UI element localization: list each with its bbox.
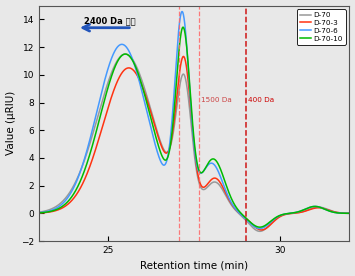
D-70-10 (37, 211, 41, 214)
D-70 (156, 133, 160, 136)
D-70 (308, 207, 312, 211)
D-70-10 (347, 212, 351, 215)
D-70 (72, 182, 77, 186)
D-70-3 (91, 156, 95, 159)
D-70-3 (260, 228, 264, 232)
X-axis label: Retention time (min): Retention time (min) (140, 261, 248, 270)
D-70 (91, 132, 95, 135)
Text: 400 Da: 400 Da (248, 97, 274, 103)
D-70-6 (169, 124, 174, 127)
D-70-3 (308, 208, 312, 211)
D-70-10 (342, 212, 346, 215)
D-70 (258, 230, 262, 233)
D-70-10 (308, 206, 312, 209)
Y-axis label: Value (μRIU): Value (μRIU) (6, 91, 16, 155)
D-70-6 (258, 227, 262, 230)
D-70 (123, 52, 127, 56)
Line: D-70-6: D-70-6 (39, 12, 349, 229)
D-70-10 (72, 191, 77, 194)
Text: 1500 Da: 1500 Da (201, 97, 232, 103)
D-70 (342, 211, 346, 215)
D-70-6 (91, 126, 95, 129)
D-70-3 (342, 211, 346, 215)
D-70-6 (308, 206, 312, 209)
D-70-6 (156, 153, 160, 156)
D-70-3 (37, 211, 41, 215)
Legend: D-70, D-70-3, D-70-6, D-70-10: D-70, D-70-3, D-70-6, D-70-10 (297, 9, 346, 45)
D-70-10 (258, 225, 262, 229)
D-70-6 (72, 184, 77, 188)
D-70 (347, 212, 351, 215)
D-70 (170, 140, 174, 143)
D-70-3 (181, 55, 186, 58)
D-70-10 (169, 135, 174, 138)
Line: D-70: D-70 (39, 54, 349, 231)
D-70-3 (72, 196, 77, 199)
Line: D-70-3: D-70-3 (39, 57, 349, 230)
Text: 2400 Da 이상: 2400 Da 이상 (84, 17, 136, 26)
D-70-6 (180, 10, 184, 13)
D-70-10 (181, 25, 185, 29)
D-70-6 (347, 212, 351, 215)
D-70-3 (156, 135, 160, 138)
D-70 (37, 211, 41, 214)
Line: D-70-10: D-70-10 (39, 27, 349, 227)
D-70-3 (347, 212, 351, 215)
D-70-10 (156, 143, 160, 146)
D-70-6 (37, 211, 41, 214)
D-70-10 (91, 142, 95, 145)
D-70-3 (169, 137, 174, 140)
D-70-6 (342, 212, 346, 215)
